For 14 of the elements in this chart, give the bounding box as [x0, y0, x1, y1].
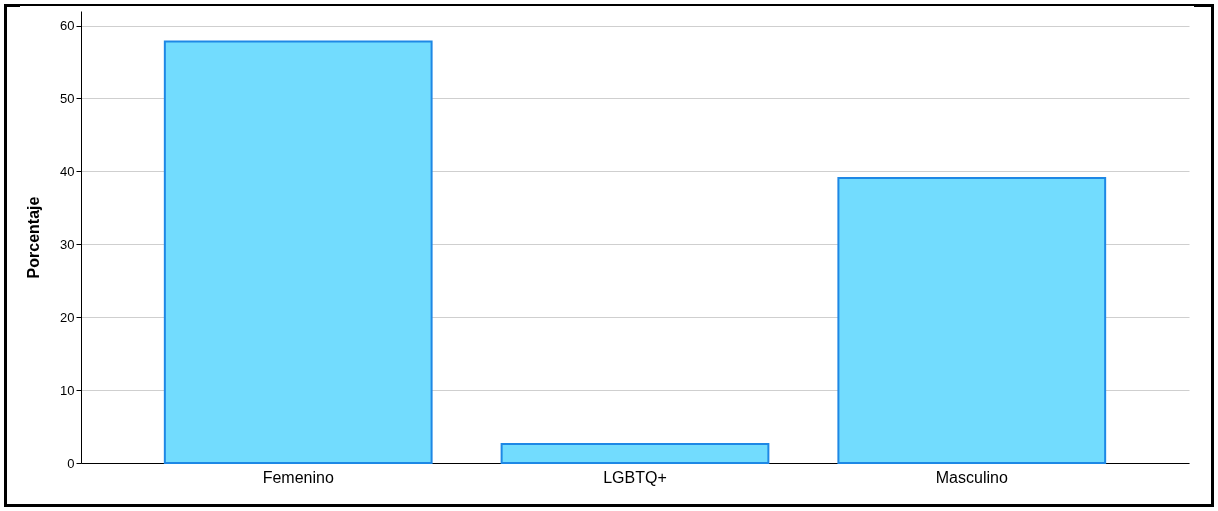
bar: [500, 443, 770, 464]
y-tick-label: 0: [67, 455, 75, 471]
x-tick-label: LGBTQ+: [603, 468, 667, 486]
y-tick-label: 20: [60, 309, 75, 325]
y-axis-title: Porcentaje: [25, 196, 43, 279]
y-tick-label: 50: [60, 90, 75, 106]
x-tick-label: Masculino: [935, 468, 1008, 486]
bar: [837, 176, 1107, 464]
bar: [163, 40, 433, 464]
y-tick-label: 60: [60, 18, 75, 34]
y-tick-label: 30: [60, 236, 75, 252]
x-tick-label: Femenino: [262, 468, 334, 486]
y-tick-label: 40: [60, 163, 75, 179]
y-tick-label: 10: [60, 382, 75, 398]
